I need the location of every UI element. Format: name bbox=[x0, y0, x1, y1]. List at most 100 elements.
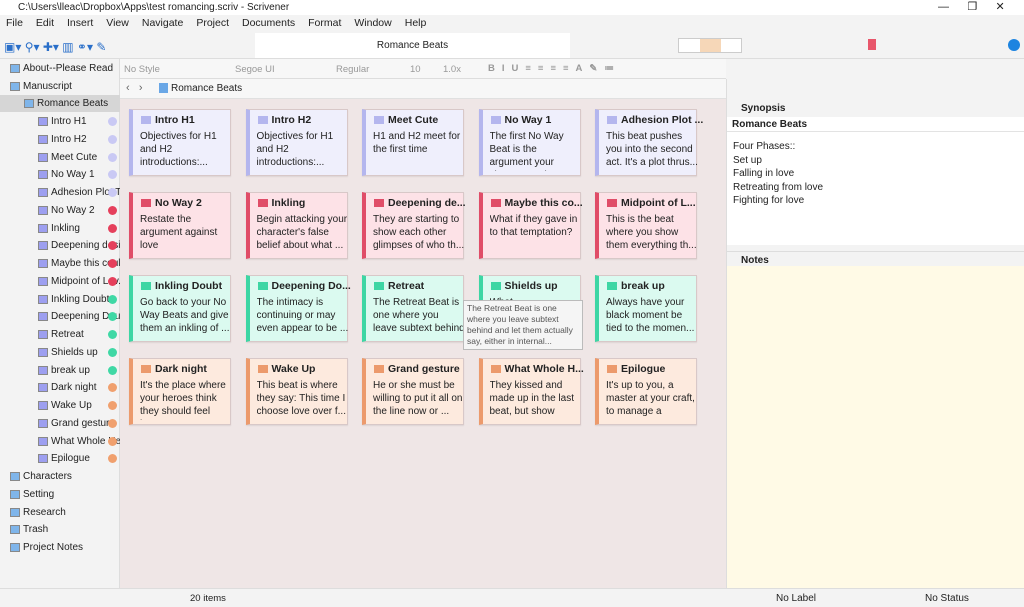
binder-icon bbox=[10, 542, 20, 552]
notes-area[interactable] bbox=[727, 266, 1024, 588]
label-select[interactable]: No Label bbox=[776, 593, 817, 604]
binder-item[interactable]: break up bbox=[51, 364, 90, 376]
view-mode[interactable] bbox=[678, 38, 742, 53]
binder-item[interactable]: Deepening Doubt bbox=[51, 311, 129, 323]
card-title: Inkling Doubt bbox=[155, 280, 223, 292]
index-card[interactable]: No Way 2 Restate the argument against lov… bbox=[129, 192, 231, 259]
binder-item[interactable]: No Way 2 bbox=[51, 204, 95, 216]
font[interactable]: Segoe UI bbox=[235, 64, 275, 75]
binder-item[interactable]: About--Please Read bbox=[23, 63, 114, 74]
index-card[interactable]: Wake Up This beat is where they say: This… bbox=[245, 358, 348, 425]
menu-item[interactable]: Project bbox=[196, 17, 229, 29]
status-select[interactable]: No Status bbox=[925, 593, 969, 604]
card-icon bbox=[607, 282, 617, 290]
binder-icon bbox=[38, 170, 48, 180]
binder-item[interactable]: Project Notes bbox=[23, 541, 84, 553]
binder-item[interactable]: Inkling bbox=[51, 222, 80, 234]
index-card[interactable]: Retreat The Retreat Beat is one where you… bbox=[362, 275, 465, 342]
index-card[interactable]: Intro H2 Objectives for H1 and H2 introdu… bbox=[245, 109, 348, 176]
font-weight[interactable]: Regular bbox=[336, 64, 370, 75]
binder-item[interactable]: Meet Cute bbox=[51, 151, 98, 163]
binder-item[interactable]: Setting bbox=[23, 488, 55, 500]
binder-item[interactable]: Intro H2 bbox=[51, 133, 87, 145]
card-title: Shields up bbox=[504, 280, 558, 292]
binder-item[interactable]: Maybe this coul... bbox=[51, 258, 129, 270]
binder-item[interactable]: Dark night bbox=[51, 382, 97, 394]
index-card[interactable]: Deepening de... They are starting to show… bbox=[362, 192, 466, 259]
index-card[interactable]: Adhesion Plot ... This beat pushes you in… bbox=[595, 109, 703, 176]
menu-item[interactable]: View bbox=[106, 17, 129, 29]
status-bar: 20 items No Label No Status bbox=[0, 588, 1024, 607]
binder-item[interactable]: Inkling Doubt bbox=[51, 293, 110, 305]
toolbar-icons[interactable]: ▣▾ ⚲▾ ✚▾ ▥ ⚭▾ ✎ bbox=[4, 40, 107, 54]
style[interactable]: No Style bbox=[124, 64, 160, 75]
index-card[interactable]: Meet Cute H1 and H2 meet for the first ti… bbox=[362, 109, 464, 176]
binder-item[interactable]: Shields up bbox=[51, 346, 98, 358]
binder-icon bbox=[38, 223, 48, 233]
binder-item[interactable]: Characters bbox=[23, 471, 72, 483]
binder-item[interactable]: Trash bbox=[23, 524, 49, 536]
label-dot bbox=[108, 294, 117, 304]
binder-item[interactable]: Grand gesture bbox=[51, 417, 115, 429]
menu-item[interactable]: Format bbox=[308, 17, 342, 29]
format-buttons[interactable]: BIU≡≡≡≡A✎≔ bbox=[488, 63, 621, 74]
line-spacing[interactable]: 1.0x bbox=[443, 64, 461, 75]
synopsis-line: Four Phases:: bbox=[733, 141, 796, 152]
menu-item[interactable]: Documents bbox=[242, 17, 296, 29]
binder-item[interactable]: Midpoint of Lov... bbox=[51, 275, 127, 287]
binder-item[interactable]: Retreat bbox=[51, 329, 84, 341]
card-synopsis: Always have your black moment be tied to… bbox=[606, 297, 695, 334]
index-card[interactable]: Inkling Begin attacking your character's … bbox=[245, 192, 348, 259]
menu-item[interactable]: Insert bbox=[67, 17, 94, 29]
info-icon[interactable] bbox=[1008, 39, 1020, 51]
window-controls[interactable]: — ❐ ✕ bbox=[938, 1, 1005, 13]
binder-item[interactable]: Romance Beats bbox=[37, 98, 109, 110]
format-bar: No Style Segoe UI Regular 10 1.0x BIU≡≡≡… bbox=[120, 59, 726, 79]
card-synopsis: H1 and H2 meet for the first time bbox=[373, 131, 461, 155]
index-card[interactable]: Dark night It's the place where your hero… bbox=[129, 358, 231, 425]
index-card[interactable]: Inkling Doubt Go back to your No Way Beat… bbox=[129, 275, 231, 342]
binder-item[interactable]: What Whole Hea... bbox=[51, 435, 135, 447]
index-card[interactable]: Grand gesture He or she must be willing t… bbox=[362, 358, 464, 425]
window-title: C:\Users\lleac\Dropbox\Apps\test romanci… bbox=[18, 2, 290, 13]
card-title: Wake Up bbox=[271, 363, 316, 375]
inspector: Synopsis Romance Beats Four Phases:: Set … bbox=[726, 79, 1024, 588]
label-dot bbox=[108, 134, 117, 144]
synopsis-header: Synopsis bbox=[741, 103, 786, 114]
menu-item[interactable]: Navigate bbox=[141, 17, 184, 29]
index-card[interactable]: Midpoint of L... This is the beat where y… bbox=[595, 192, 697, 259]
binder-item[interactable]: Manuscript bbox=[23, 80, 72, 92]
card-icon bbox=[607, 116, 617, 124]
toolbar: ▣▾ ⚲▾ ✚▾ ▥ ⚭▾ ✎ Romance Beats bbox=[0, 33, 1024, 59]
index-card[interactable]: No Way 1 The first No Way Beat is the arg… bbox=[478, 109, 581, 176]
binder-item[interactable]: No Way 1 bbox=[51, 169, 95, 181]
menu-item[interactable]: File bbox=[6, 17, 23, 29]
binder-item[interactable]: Deepening desire bbox=[51, 240, 130, 252]
binder-icon bbox=[38, 347, 48, 357]
index-card[interactable]: Maybe this co... What if they gave in to … bbox=[478, 192, 583, 259]
binder-item[interactable]: Research bbox=[23, 506, 66, 518]
binder-item[interactable]: Wake Up bbox=[51, 400, 92, 412]
menu-item[interactable]: Edit bbox=[35, 17, 55, 29]
menu-bar: File Edit Insert View Navigate Project Documen… bbox=[6, 17, 439, 29]
binder-item[interactable]: Epilogue bbox=[51, 453, 90, 465]
binder-item[interactable]: Adhesion Plot Th... bbox=[51, 187, 136, 199]
font-size[interactable]: 10 bbox=[410, 64, 421, 75]
index-card[interactable]: What Whole H... They kissed and made up i… bbox=[478, 358, 584, 425]
nav-arrows[interactable]: ‹ › bbox=[126, 82, 143, 94]
menu-item[interactable]: Help bbox=[404, 17, 427, 29]
index-card[interactable]: break up Always have your black moment be… bbox=[595, 275, 697, 342]
binder-item[interactable]: Intro H1 bbox=[51, 116, 87, 128]
synopsis-line: Retreating from love bbox=[733, 181, 824, 193]
binder-icon bbox=[38, 383, 48, 393]
card-icon bbox=[141, 199, 151, 207]
index-card[interactable]: Epilogue It's up to you, a master at your… bbox=[595, 358, 697, 425]
bookmark-icon[interactable] bbox=[868, 39, 876, 50]
menu-item[interactable]: Window bbox=[354, 17, 392, 29]
index-card[interactable]: Deepening Do... The intimacy is continuin… bbox=[245, 275, 351, 342]
label-dot bbox=[108, 436, 117, 446]
editor-title: Romance Beats bbox=[171, 83, 243, 94]
index-card[interactable]: Intro H1 Objectives for H1 and H2 introdu… bbox=[129, 109, 231, 176]
title-bar: C:\Users\lleac\Dropbox\Apps\test romanci… bbox=[0, 0, 1024, 15]
synopsis-line: Falling in love bbox=[733, 168, 795, 179]
